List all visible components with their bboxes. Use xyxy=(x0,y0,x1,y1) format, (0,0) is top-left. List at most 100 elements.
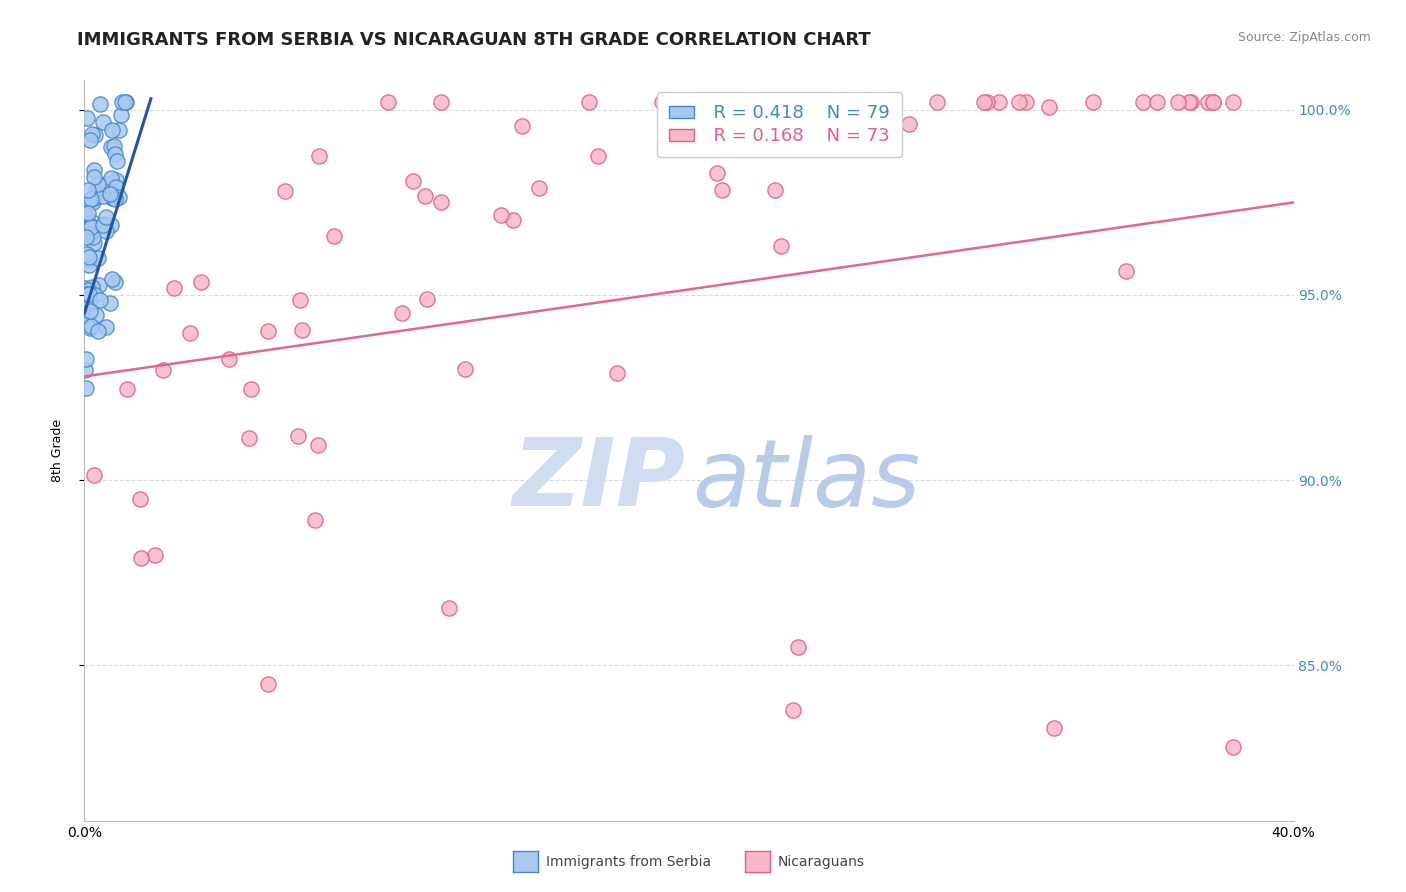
Point xyxy=(80,214,103,228)
Point xyxy=(1115,264,1137,278)
Point xyxy=(83,191,105,205)
Point xyxy=(93,218,115,232)
Point xyxy=(1042,721,1064,735)
Point xyxy=(100,186,122,201)
Point xyxy=(527,180,550,194)
Point xyxy=(1202,95,1225,110)
Point xyxy=(290,293,312,308)
Text: IMMIGRANTS FROM SERBIA VS NICARAGUAN 8TH GRADE CORRELATION CHART: IMMIGRANTS FROM SERBIA VS NICARAGUAN 8TH… xyxy=(77,31,872,49)
Point xyxy=(100,170,122,185)
Point xyxy=(100,218,122,232)
Point xyxy=(870,95,893,110)
Point xyxy=(307,438,329,452)
Point xyxy=(415,189,437,203)
Point xyxy=(103,139,125,153)
Point xyxy=(75,362,97,376)
Point xyxy=(763,184,786,198)
Point xyxy=(73,208,96,222)
Point xyxy=(75,286,97,301)
Point xyxy=(391,306,413,320)
Point xyxy=(1038,100,1060,114)
Point xyxy=(76,317,98,331)
Point xyxy=(79,250,101,264)
Point xyxy=(1197,95,1219,110)
Point xyxy=(100,186,122,201)
Point xyxy=(786,640,808,654)
Point xyxy=(100,140,122,154)
Point xyxy=(83,170,105,185)
Point xyxy=(104,147,127,161)
Point xyxy=(83,236,105,251)
Point xyxy=(87,177,110,191)
Point xyxy=(77,258,100,272)
Point xyxy=(238,431,260,445)
Point xyxy=(976,95,998,110)
Point xyxy=(80,192,103,206)
Point xyxy=(77,182,100,196)
Point xyxy=(129,551,152,566)
Point xyxy=(1178,95,1201,110)
Point xyxy=(128,492,150,507)
Point xyxy=(80,128,103,142)
Point xyxy=(117,382,139,396)
Point xyxy=(73,281,96,295)
Point xyxy=(103,191,125,205)
Point xyxy=(82,194,104,209)
Point xyxy=(152,363,174,377)
Point xyxy=(79,133,101,147)
Point xyxy=(673,139,696,153)
Point xyxy=(257,676,280,690)
Point xyxy=(73,308,96,322)
Point xyxy=(606,366,628,380)
Point xyxy=(973,95,995,110)
Point xyxy=(75,380,97,394)
Point xyxy=(82,230,104,244)
Text: atlas: atlas xyxy=(693,434,921,525)
Point xyxy=(79,320,101,334)
Point xyxy=(179,326,201,340)
Point xyxy=(274,184,297,198)
Point xyxy=(104,192,127,206)
Point xyxy=(86,324,108,338)
Point xyxy=(93,189,115,203)
Point xyxy=(100,272,122,286)
Point xyxy=(1007,95,1029,110)
Point xyxy=(1167,95,1189,110)
Point xyxy=(105,154,128,169)
Point xyxy=(76,221,98,235)
Point xyxy=(89,293,111,307)
Point xyxy=(94,210,117,224)
Point xyxy=(1015,95,1038,110)
Point xyxy=(257,324,280,338)
Point xyxy=(925,95,948,110)
Point xyxy=(510,120,533,134)
Point xyxy=(84,128,107,142)
Point xyxy=(83,288,105,302)
Point xyxy=(308,149,330,163)
Point xyxy=(114,95,136,110)
Point xyxy=(76,284,98,298)
Point xyxy=(782,703,804,717)
Point xyxy=(437,601,460,615)
Point xyxy=(681,95,703,110)
Point xyxy=(578,95,600,110)
Point xyxy=(108,190,131,204)
Point xyxy=(111,95,134,110)
Point xyxy=(1081,95,1104,110)
Point xyxy=(429,95,451,110)
Point xyxy=(190,275,212,289)
Point xyxy=(110,108,132,122)
Point xyxy=(94,224,117,238)
Point xyxy=(104,275,127,289)
Point xyxy=(651,95,673,110)
Point xyxy=(773,129,796,144)
Point xyxy=(89,97,111,112)
Point xyxy=(287,429,309,443)
Point xyxy=(588,148,610,162)
Point xyxy=(83,163,105,178)
Point xyxy=(239,382,262,396)
Point xyxy=(76,206,98,220)
Point xyxy=(83,467,105,482)
Point xyxy=(898,117,921,131)
Point xyxy=(77,227,100,242)
